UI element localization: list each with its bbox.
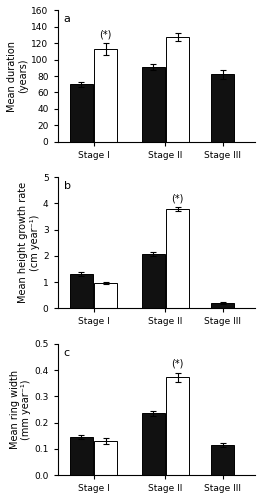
Text: (*): (*) <box>171 358 184 368</box>
Bar <box>70 437 93 475</box>
Text: (*): (*) <box>100 30 112 40</box>
Bar <box>94 283 117 308</box>
Bar <box>94 441 117 475</box>
Bar <box>211 74 234 142</box>
Y-axis label: Mean duration
(years): Mean duration (years) <box>7 40 29 112</box>
Bar <box>166 36 189 142</box>
Text: b: b <box>63 181 70 191</box>
Bar <box>94 49 117 142</box>
Bar <box>141 67 165 142</box>
Bar <box>166 209 189 308</box>
Bar <box>141 414 165 475</box>
Text: (*): (*) <box>171 194 184 203</box>
Text: a: a <box>63 14 70 24</box>
Bar <box>70 274 93 308</box>
Bar <box>70 84 93 141</box>
Text: c: c <box>63 348 70 358</box>
Bar <box>141 254 165 308</box>
Bar <box>211 303 234 308</box>
Y-axis label: Mean height growth rate
(cm year⁻¹): Mean height growth rate (cm year⁻¹) <box>18 182 40 304</box>
Bar <box>211 445 234 475</box>
Y-axis label: Mean ring width
(mm year⁻¹): Mean ring width (mm year⁻¹) <box>10 370 31 449</box>
Bar <box>166 378 189 475</box>
